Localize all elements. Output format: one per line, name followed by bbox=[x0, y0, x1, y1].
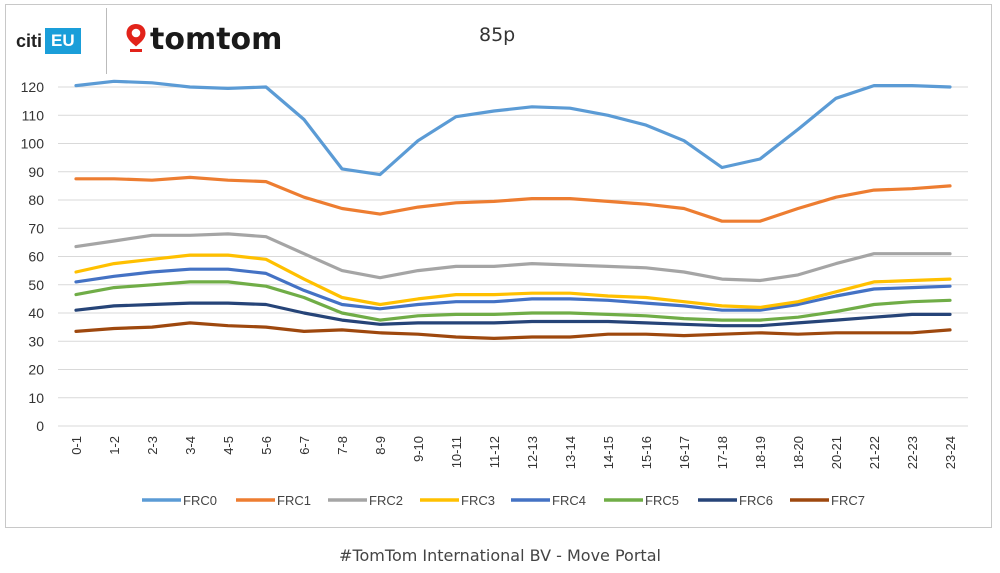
x-tick-label: 11-12 bbox=[487, 436, 502, 468]
y-tick-label: 10 bbox=[28, 390, 44, 406]
y-tick-label: 30 bbox=[28, 333, 44, 349]
series-line-frc2 bbox=[74, 232, 952, 283]
series-line-frc7 bbox=[74, 321, 952, 340]
gridlines bbox=[58, 86, 968, 427]
series-line-frc5 bbox=[74, 280, 952, 322]
x-tick-label: 18-20 bbox=[791, 436, 806, 469]
eu-logo-badge: EU bbox=[45, 28, 81, 54]
y-tick-label: 0 bbox=[36, 418, 44, 434]
x-tick-label: 17-18 bbox=[715, 436, 730, 469]
citi-logo-text: citi bbox=[16, 30, 43, 51]
x-tick-label: 21-22 bbox=[867, 436, 882, 469]
series-line-frc0 bbox=[74, 79, 952, 177]
x-tick-label: 8-9 bbox=[373, 436, 388, 455]
legend-label-frc2: FRC2 bbox=[369, 493, 403, 508]
legend-label-frc3: FRC3 bbox=[461, 493, 495, 508]
x-axis-ticks: 0-1 1-2 2-3 3-4 4-5 5-6 6-7 7-8 8-9 9-10 10-11 11-1… bbox=[69, 436, 958, 469]
x-tick-label: 10-11 bbox=[449, 436, 464, 468]
legend-label-frc7: FRC7 bbox=[831, 493, 865, 508]
logo-divider bbox=[106, 8, 107, 74]
x-tick-label: 20-21 bbox=[829, 436, 844, 469]
legend-label-frc0: FRC0 bbox=[183, 493, 217, 508]
legend-label-frc6: FRC6 bbox=[739, 493, 773, 508]
x-tick-label: 16-17 bbox=[677, 436, 692, 469]
x-tick-label: 7-8 bbox=[335, 436, 350, 455]
series-lines bbox=[74, 79, 952, 340]
series-line-frc4 bbox=[74, 267, 952, 312]
x-tick-label: 1-2 bbox=[107, 436, 122, 455]
y-tick-label: 110 bbox=[22, 107, 45, 123]
x-tick-label: 9-10 bbox=[411, 436, 426, 462]
y-tick-label: 50 bbox=[28, 277, 44, 293]
x-tick-label: 2-3 bbox=[145, 436, 160, 455]
legend-label-frc1: FRC1 bbox=[277, 493, 311, 508]
x-tick-label: 13-14 bbox=[563, 436, 578, 469]
citi-eu-logo: citi EU bbox=[16, 26, 81, 56]
y-tick-label: 100 bbox=[21, 136, 45, 152]
y-tick-label: 60 bbox=[28, 249, 44, 265]
x-tick-label: 0-1 bbox=[69, 436, 84, 455]
x-tick-label: 22-23 bbox=[905, 436, 920, 469]
x-tick-label: 3-4 bbox=[183, 436, 198, 455]
y-tick-label: 40 bbox=[28, 305, 44, 321]
image-caption: #TomTom International BV - Move Portal bbox=[339, 546, 661, 565]
x-tick-label: 4-5 bbox=[221, 436, 236, 455]
x-tick-label: 15-16 bbox=[639, 436, 654, 469]
x-tick-label: 23-24 bbox=[943, 436, 958, 469]
y-tick-label: 120 bbox=[21, 79, 45, 95]
y-tick-label: 90 bbox=[28, 164, 44, 180]
legend-label-frc4: FRC4 bbox=[552, 493, 586, 508]
legend: FRC0 FRC1 FRC2 FRC3 FRC4 FRC5 FRC6 FRC7 bbox=[142, 493, 865, 508]
x-tick-label: 12-13 bbox=[525, 436, 540, 469]
x-tick-label: 14-15 bbox=[601, 436, 616, 469]
tomtom-logo-text: tomtom bbox=[150, 22, 283, 57]
series-line-frc1 bbox=[74, 175, 952, 223]
x-tick-label: 5-6 bbox=[259, 436, 274, 455]
y-axis-ticks: 0 10 20 30 40 50 60 70 80 90 100 110 120 bbox=[21, 79, 45, 434]
y-tick-label: 70 bbox=[28, 220, 44, 236]
y-tick-label: 80 bbox=[28, 192, 44, 208]
y-tick-label: 20 bbox=[28, 362, 44, 378]
chart-title: 85p bbox=[479, 24, 516, 46]
legend-label-frc5: FRC5 bbox=[645, 493, 679, 508]
x-tick-label: 18-19 bbox=[753, 436, 768, 469]
location-pin-icon bbox=[126, 24, 146, 52]
series-line-frc3 bbox=[74, 253, 952, 309]
series-line-frc6 bbox=[74, 301, 952, 328]
x-tick-label: 6-7 bbox=[297, 436, 312, 455]
